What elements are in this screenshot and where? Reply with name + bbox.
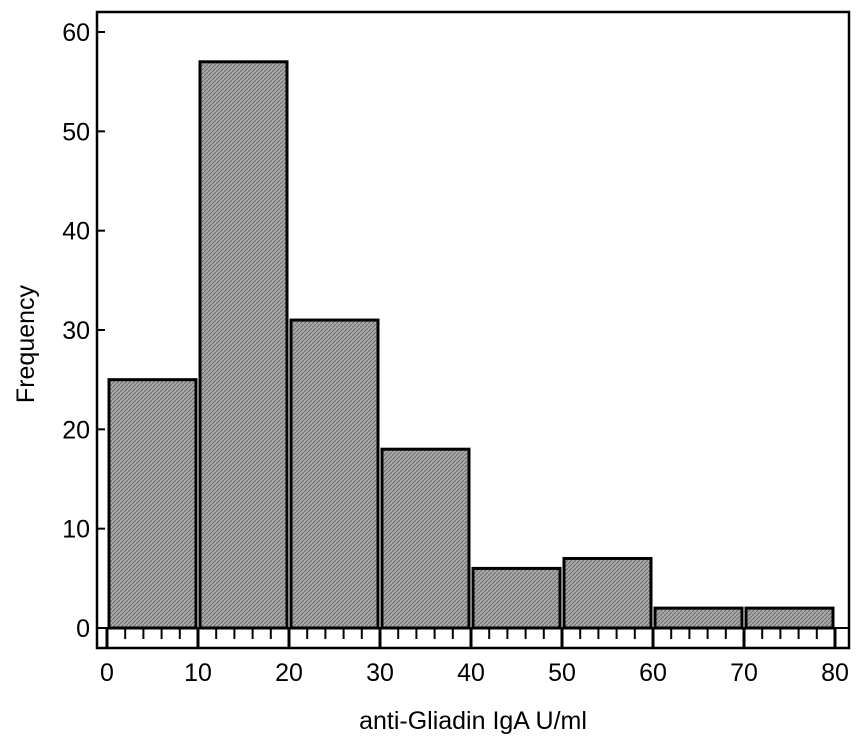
x-tick-label: 80 (821, 659, 849, 687)
y-tick-label: 40 (62, 218, 90, 246)
x-tick-label: 20 (275, 659, 303, 687)
x-tick-label: 0 (100, 659, 114, 687)
x-tick-label: 60 (639, 659, 667, 687)
x-tick-label: 40 (457, 659, 485, 687)
y-tick-label: 60 (62, 19, 90, 47)
histogram-bar (289, 318, 380, 630)
y-axis: 0 10 20 30 40 50 60 (62, 19, 105, 643)
histogram-bar (107, 378, 198, 630)
x-tick-label: 10 (184, 659, 212, 687)
histogram-bar (198, 60, 289, 630)
histogram-bar (562, 556, 653, 630)
histogram-bar (744, 606, 835, 630)
x-tick-label: 70 (730, 659, 758, 687)
x-axis-title: anti-Gliadin IgA U/ml (359, 707, 587, 735)
y-tick-label: 30 (62, 317, 90, 345)
y-tick-label: 20 (62, 416, 90, 444)
histogram-bar (471, 566, 562, 630)
x-tick-label: 50 (548, 659, 576, 687)
y-axis-title: Frequency (12, 284, 40, 403)
y-tick-label: 10 (62, 516, 90, 544)
histogram-bar (380, 447, 471, 630)
histogram-bar (653, 606, 744, 630)
x-tick-label: 30 (366, 659, 394, 687)
x-axis: 0 10 20 30 40 50 60 70 80 (97, 627, 849, 687)
y-tick-label: 50 (62, 118, 90, 146)
y-tick-label: 0 (76, 615, 90, 643)
bars-layer (107, 60, 835, 630)
